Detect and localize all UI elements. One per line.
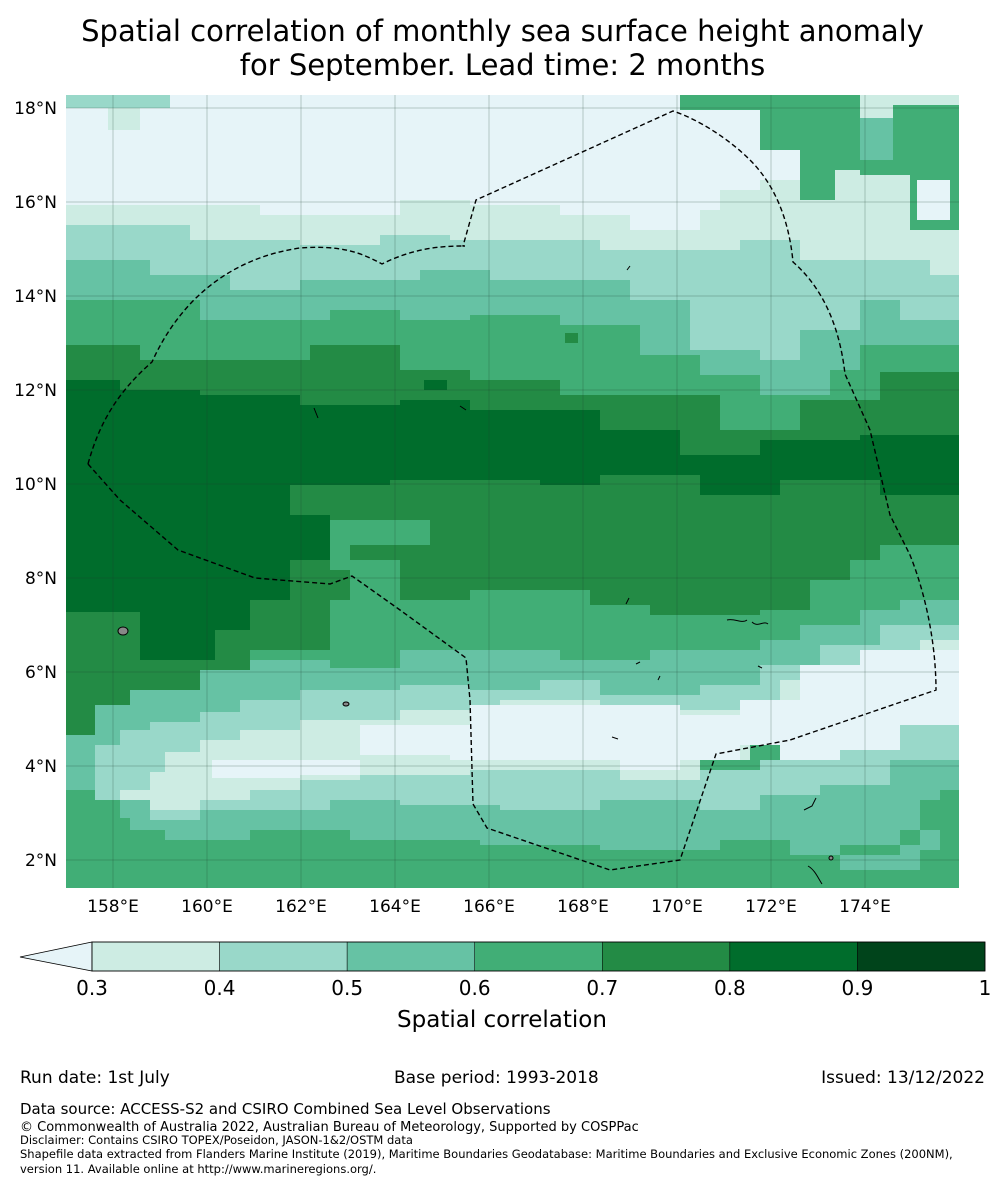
issued-date: Issued: 13/12/2022: [821, 1068, 985, 1088]
lon-label: 158°E: [87, 897, 139, 917]
lon-label: 172°E: [745, 897, 797, 917]
gridlines: [66, 95, 959, 888]
islands: [117, 265, 834, 885]
band-low-south: [360, 650, 959, 770]
band-low-north: [66, 95, 800, 230]
lat-label: 6°N: [25, 663, 57, 683]
colorbar-ticks: 0.3 0.4 0.5 0.6 0.7 0.8 0.9 1: [76, 976, 991, 1000]
patch-w-light: [108, 108, 140, 130]
colorbar-tick-label: 0.9: [842, 976, 874, 1000]
colorbar-tick-label: 0.5: [331, 976, 363, 1000]
band-low-south-strip: [212, 760, 360, 778]
disclaimer: Disclaimer: Contains CSIRO TOPEX/Poseido…: [20, 1133, 413, 1147]
band-05-bottom-east: [840, 830, 940, 870]
data-source: Data source: ACCESS-S2 and CSIRO Combine…: [20, 1100, 551, 1118]
chart-title: Spatial correlation of monthly sea surfa…: [0, 14, 1005, 82]
patch-west-low: [66, 95, 170, 108]
colorbar: 0.3 0.4 0.5 0.6 0.7 0.8 0.9 1 Spatial correlati…: [19, 941, 991, 1033]
band-05-south: [66, 600, 959, 790]
lon-label: 174°E: [839, 897, 891, 917]
colorbar-label: Spatial correlation: [397, 1007, 607, 1033]
lat-label: 14°N: [14, 287, 57, 307]
patch-ne-high: [893, 105, 959, 145]
lat-label: 4°N: [25, 757, 57, 777]
patch-east-light: [917, 180, 950, 220]
title-line-2: for September. Lead time: 2 months: [239, 48, 766, 82]
band-07-west-edge: [66, 560, 350, 735]
band-05: [66, 260, 959, 395]
band-03-north: [66, 95, 959, 275]
colorbar-tick-label: 0.7: [586, 976, 618, 1000]
colorbar-tick-label: 0.3: [76, 976, 108, 1000]
eez-boundary-south-west: [87, 110, 937, 871]
lon-label: 166°E: [463, 897, 515, 917]
colorbar-segments: [91, 941, 986, 972]
lon-label: 160°E: [181, 897, 233, 917]
colorbar-segment: [602, 941, 731, 972]
lon-label: 162°E: [275, 897, 327, 917]
correlation-field: [66, 95, 959, 888]
colorbar-tick-label: 0.8: [714, 976, 746, 1000]
patch-east-light2: [720, 190, 780, 210]
title-line-1: Spatial correlation of monthly sea surfa…: [81, 14, 924, 48]
colorbar-segment: [346, 941, 475, 972]
band-08-core: [66, 380, 959, 660]
lon-label: 168°E: [557, 897, 609, 917]
band-06: [66, 300, 959, 430]
lat-label: 8°N: [25, 569, 57, 589]
colorbar-tick-label: 0.4: [204, 976, 236, 1000]
colorbar-extend-arrow: [19, 941, 93, 972]
lat-label: 2°N: [25, 851, 57, 871]
band-05-lower: [120, 760, 959, 855]
colorbar-segment: [91, 941, 220, 972]
band-07-south: [290, 475, 959, 615]
colorbar-tick-label: 0.6: [459, 976, 491, 1000]
base-period: Base period: 1993-2018: [394, 1068, 599, 1088]
patch-ne-mid: [860, 118, 893, 160]
patch-dark-1: [424, 380, 447, 390]
colorbar-segment: [857, 941, 986, 972]
longitude-labels: 158°E 160°E 162°E 164°E 166°E 168°E 170°…: [87, 897, 891, 917]
eez-boundary-west: [87, 245, 465, 465]
colorbar-segment: [219, 941, 348, 972]
band-04-south: [66, 625, 959, 800]
run-date: Run date: 1st July: [20, 1068, 170, 1088]
lat-label: 10°N: [14, 475, 57, 495]
colorbar-segment: [729, 941, 858, 972]
lon-label: 170°E: [651, 897, 703, 917]
copyright: © Commonwealth of Australia 2022, Austra…: [20, 1120, 639, 1135]
lat-label: 16°N: [14, 193, 57, 213]
colorbar-segment: [474, 941, 603, 972]
lat-label: 12°N: [14, 381, 57, 401]
band-06-bottom: [66, 790, 959, 888]
lon-label: 164°E: [369, 897, 421, 917]
colorbar-tick-label: 1: [979, 976, 992, 1000]
latitude-labels: 18°N 16°N 14°N 12°N 10°N 8°N 6°N 4°N 2°N: [14, 99, 57, 871]
lat-label: 18°N: [14, 99, 57, 119]
patch-dark-2: [565, 333, 578, 343]
band-07-north: [66, 345, 959, 455]
band-04: [66, 225, 959, 360]
shapefile-credit-1: Shapefile data extracted from Flanders M…: [20, 1147, 953, 1161]
band-04-lower: [150, 725, 959, 820]
shapefile-credit-2: version 11. Available online at http://w…: [20, 1162, 377, 1176]
